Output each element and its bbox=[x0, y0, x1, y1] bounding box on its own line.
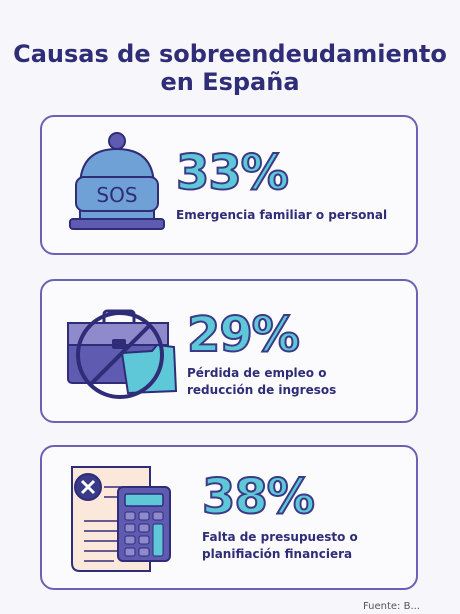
cause-card-job-loss: 29% Pérdida de empleo o reducción de ing… bbox=[40, 279, 418, 423]
cause-description: Emergencia familiar o personal bbox=[176, 207, 387, 224]
cause-description-line-1: Emergencia familiar o personal bbox=[176, 208, 388, 222]
sos-bell-icon: SOS bbox=[69, 132, 165, 230]
no-briefcase-icon bbox=[67, 309, 178, 399]
cause-card-no-budget: 38% Falta de presupuesto o planifiación … bbox=[40, 445, 418, 590]
cause-description: Pérdida de empleo o reducción de ingreso… bbox=[187, 365, 407, 399]
sos-label: SOS bbox=[96, 183, 137, 207]
bill-calculator-icon bbox=[71, 466, 171, 572]
percent-value: 29% bbox=[186, 307, 301, 363]
cause-description-line-1: Pérdida de empleo o bbox=[187, 366, 327, 380]
cause-card-family-emergency: SOS 33% Emergencia familiar o personal bbox=[40, 115, 418, 255]
title-line-1: Causas de sobreendeudamiento bbox=[13, 40, 447, 68]
cause-description-line-2: planifiación financiera bbox=[202, 547, 353, 561]
percent-value: 33% bbox=[175, 145, 290, 201]
cause-description-line-2: reducción de ingresos bbox=[187, 383, 337, 397]
page-title: Causas de sobreendeudamiento en España bbox=[0, 40, 460, 96]
percent-value: 38% bbox=[201, 469, 316, 525]
cause-description: Falta de presupuesto o planifiación fina… bbox=[202, 529, 412, 563]
source-note: Fuente: B... bbox=[362, 601, 420, 612]
title-line-2: en España bbox=[160, 68, 300, 96]
cause-description-line-1: Falta de presupuesto o bbox=[202, 530, 358, 544]
